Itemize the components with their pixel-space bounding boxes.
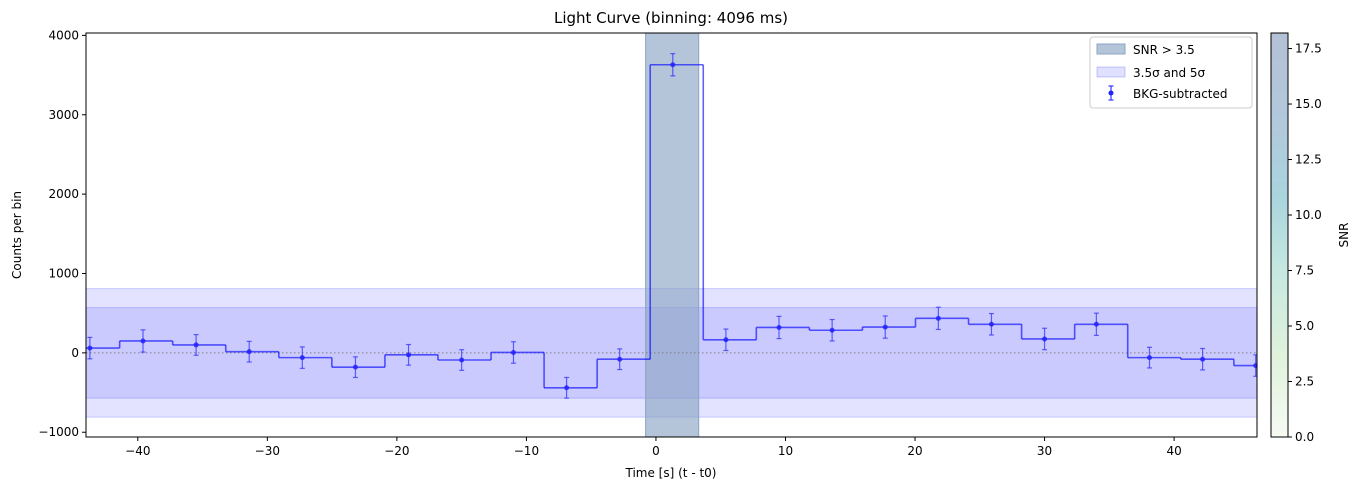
- data-point: [193, 342, 199, 348]
- colorbar-tick-label: 7.5: [1295, 264, 1314, 278]
- data-point: [617, 356, 623, 362]
- y-tick-label: 2000: [48, 187, 79, 201]
- y-axis-label: Counts per bin: [10, 191, 24, 279]
- legend-series-label: BKG-subtracted: [1133, 87, 1228, 101]
- data-point: [1200, 356, 1206, 362]
- colorbar-gradient: [1270, 32, 1289, 438]
- legend-box: [1089, 36, 1253, 109]
- colorbar-tick-label: 5.0: [1295, 319, 1314, 333]
- data-point: [723, 337, 729, 343]
- data-point: [988, 321, 994, 327]
- chart-title: Light Curve (binning: 4096 ms): [554, 9, 788, 27]
- colorbar-tick-label: 15.0: [1295, 97, 1322, 111]
- y-tick-label: −1000: [38, 425, 79, 439]
- colorbar-tick-label: 0.0: [1295, 430, 1314, 444]
- legend-sigma-swatch: [1096, 66, 1126, 78]
- x-tick-label: 10: [778, 444, 793, 458]
- x-tick-label: 20: [907, 444, 922, 458]
- data-point: [1093, 321, 1099, 327]
- x-axis-ticks: −40 −30 −20 −10 0 10 20 30 40: [125, 437, 1182, 458]
- data-point: [882, 324, 888, 330]
- x-tick-label: 30: [1037, 444, 1052, 458]
- legend-sigma-label: 3.5σ and 5σ: [1133, 66, 1206, 80]
- data-point: [459, 357, 465, 363]
- errorbars: [87, 53, 1257, 399]
- snr-region-rect: [645, 33, 700, 437]
- data-point: [87, 345, 93, 351]
- x-axis-label: Time [s] (t - t0): [625, 466, 717, 480]
- data-point: [246, 349, 252, 355]
- x-tick-label: −20: [384, 444, 409, 458]
- data-point: [1042, 336, 1048, 342]
- x-tick-label: 0: [652, 444, 660, 458]
- data-point: [935, 315, 941, 321]
- colorbar-tick-label: 17.5: [1295, 42, 1322, 56]
- legend-errorbar-marker: [1108, 85, 1114, 101]
- y-tick-label: 4000: [48, 28, 79, 42]
- data-point: [299, 355, 305, 361]
- data-point: [1253, 363, 1257, 369]
- y-axis-ticks: −1000 0 1000 2000 3000 4000: [38, 28, 86, 439]
- colorbar-tick-label: 10.0: [1295, 208, 1322, 222]
- data-point: [140, 338, 146, 344]
- colorbar-label: SNR: [1337, 223, 1351, 248]
- y-tick-label: 0: [71, 346, 79, 360]
- colorbar: 0.0 2.5 5.0 7.5 10.0 12.5 15.0 17.5 SNR: [1270, 32, 1351, 444]
- plot-frame: [85, 32, 1258, 438]
- colorbar-tick-label: 2.5: [1295, 375, 1314, 389]
- x-tick-label: 40: [1166, 444, 1181, 458]
- y-tick-label: 1000: [48, 266, 79, 280]
- y-tick-label: 3000: [48, 108, 79, 122]
- data-point: [510, 349, 516, 355]
- snr-region: [645, 33, 700, 437]
- data-point: [776, 324, 782, 330]
- legend: SNR > 3.5 3.5σ and 5σ BKG-subtracted: [1089, 36, 1253, 109]
- step-series: [86, 63, 1257, 389]
- data-point: [352, 364, 358, 370]
- colorbar-tick-label: 12.5: [1295, 153, 1322, 167]
- data-point: [670, 62, 676, 68]
- data-point: [406, 352, 412, 358]
- data-point: [829, 327, 835, 333]
- colorbar-ticks: 0.0 2.5 5.0 7.5 10.0 12.5 15.0 17.5: [1288, 42, 1322, 444]
- x-tick-label: −30: [255, 444, 280, 458]
- data-point: [564, 385, 570, 391]
- plot-area: [86, 33, 1257, 437]
- legend-snr-swatch: [1096, 43, 1126, 55]
- x-tick-label: −40: [125, 444, 150, 458]
- data-point: [1146, 355, 1152, 361]
- legend-snr-label: SNR > 3.5: [1133, 43, 1195, 57]
- x-tick-label: −10: [514, 444, 539, 458]
